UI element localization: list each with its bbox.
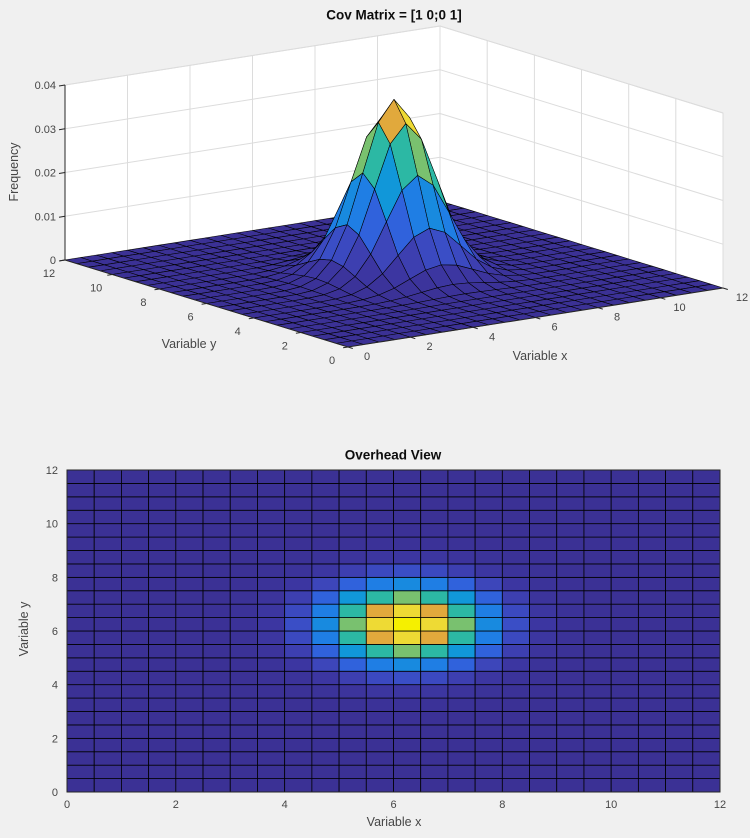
surface-plot-zlabel: Frequency [6, 142, 21, 202]
z-axis: 0 0.01 0.02 0.03 0.04 [35, 80, 66, 267]
x-tick-label: 2 [426, 341, 432, 353]
y-tick-label: 0 [329, 355, 335, 367]
x-tick-label: 10 [673, 302, 685, 314]
x-tick-label: 8 [499, 799, 505, 811]
surface-plot-xlabel: Variable x [512, 348, 568, 363]
x-tick-label: 0 [364, 351, 370, 363]
x-tick-label: 6 [551, 322, 557, 334]
y-tick-label: 4 [52, 680, 58, 692]
x-tick-label: 12 [714, 799, 726, 811]
y-tick-label: 12 [46, 465, 58, 477]
y-tick-label: 10 [46, 519, 58, 531]
gaussian-surface-mesh [64, 99, 724, 348]
x-tick-label: 8 [614, 312, 620, 324]
y-tick-label: 12 [43, 268, 55, 280]
y-tick-label: 6 [52, 626, 58, 638]
heatmap-cells [66, 469, 721, 793]
surface-plot-title: Cov Matrix = [1 0;0 1] [326, 7, 462, 23]
heatmap-axes: 0 2 4 6 8 10 12 0 2 4 6 8 10 12 [46, 465, 726, 811]
z-tick-label: 0.02 [35, 168, 56, 180]
x-tick-label: 6 [390, 799, 396, 811]
y-tick-label: 6 [187, 312, 193, 324]
z-tick-label: 0.01 [35, 211, 56, 223]
x-tick-label: 4 [489, 331, 495, 343]
z-tick-label: 0.04 [35, 80, 56, 92]
x-tick-label: 12 [736, 292, 748, 304]
x-tick-label: 10 [605, 799, 617, 811]
heatmap-ylabel: Variable y [16, 601, 31, 657]
heatmap-title: Overhead View [344, 447, 442, 463]
y-tick-label: 8 [140, 297, 146, 309]
y-tick-label: 8 [52, 572, 58, 584]
y-tick-label: 0 [52, 787, 58, 799]
y-tick-label: 10 [90, 283, 102, 295]
x-tick-label: 4 [282, 799, 288, 811]
x-tick-label: 2 [173, 799, 179, 811]
z-tick-label: 0 [50, 255, 56, 267]
y-tick-label: 2 [282, 341, 288, 353]
heatmap-xlabel: Variable x [366, 814, 422, 829]
surface-plot-ylabel: Variable y [161, 336, 217, 351]
z-tick-label: 0.03 [35, 124, 56, 136]
xy-axes: 0 2 4 6 8 10 12 0 2 4 6 8 10 12 [43, 259, 748, 367]
y-tick-label: 4 [235, 326, 241, 338]
x-tick-label: 0 [64, 799, 70, 811]
y-tick-label: 2 [52, 733, 58, 745]
